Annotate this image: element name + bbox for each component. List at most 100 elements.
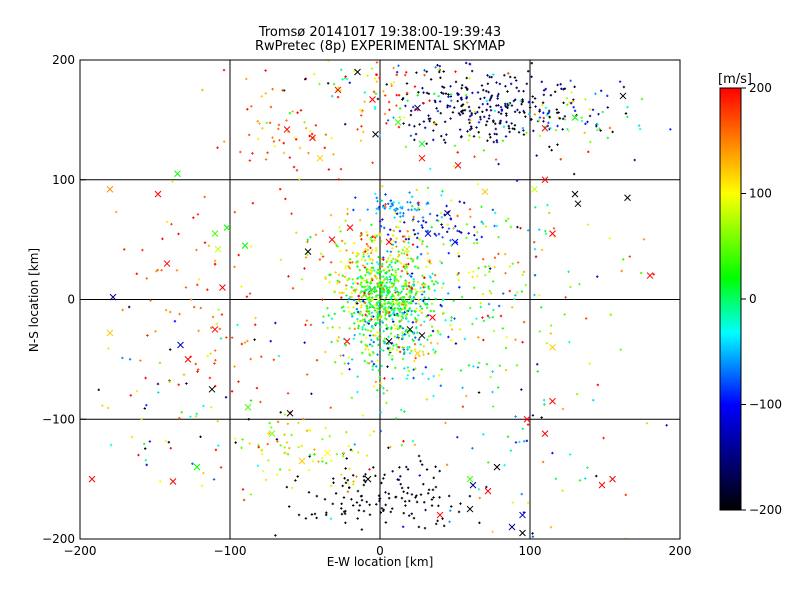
data-point — [417, 338, 421, 341]
data-point — [424, 366, 428, 369]
data-point — [287, 275, 290, 278]
data-point — [442, 282, 445, 285]
data-point — [531, 414, 535, 417]
data-point — [246, 339, 249, 343]
data-point — [382, 279, 385, 283]
data-point — [366, 288, 370, 291]
cross-marker — [169, 478, 177, 485]
data-point — [295, 231, 298, 234]
data-point — [531, 95, 534, 98]
data-point — [533, 293, 536, 297]
data-point — [376, 310, 379, 313]
data-point — [407, 320, 410, 323]
data-point — [473, 155, 476, 158]
data-point — [386, 326, 389, 329]
data-point — [391, 268, 394, 271]
data-point — [461, 112, 465, 115]
data-point — [546, 203, 549, 207]
data-point — [368, 291, 372, 294]
data-point — [356, 254, 359, 257]
cross-marker — [309, 134, 316, 142]
data-point — [291, 287, 295, 290]
data-point — [370, 315, 374, 318]
data-point — [563, 115, 567, 118]
data-point — [376, 307, 380, 310]
data-point — [571, 100, 575, 103]
data-point — [408, 308, 411, 312]
data-point — [401, 312, 405, 316]
data-point — [537, 119, 541, 122]
data-point — [640, 97, 644, 101]
data-point — [547, 111, 551, 114]
data-point — [602, 436, 605, 440]
data-point — [399, 215, 402, 218]
cross-marker — [541, 176, 549, 184]
data-point — [321, 255, 325, 258]
data-point — [144, 376, 147, 380]
data-point — [310, 392, 313, 395]
data-point — [368, 298, 371, 302]
data-point — [431, 329, 435, 333]
data-point — [421, 283, 424, 286]
data-point — [400, 408, 403, 412]
data-point — [390, 327, 393, 330]
x-tick-label: 0 — [376, 544, 384, 558]
data-point — [286, 392, 290, 395]
data-point — [482, 433, 485, 436]
data-point — [233, 210, 237, 214]
data-point — [381, 262, 384, 266]
data-point — [314, 233, 318, 237]
data-point — [379, 332, 382, 335]
data-point — [219, 337, 223, 340]
data-point — [440, 368, 443, 371]
data-point — [328, 281, 331, 284]
data-point — [361, 325, 364, 329]
data-point — [432, 476, 435, 480]
data-point — [374, 295, 378, 299]
data-point — [392, 229, 395, 232]
cross-marker — [354, 68, 361, 76]
data-point — [489, 97, 492, 100]
data-point — [525, 131, 528, 134]
data-point — [558, 117, 562, 120]
data-point — [379, 348, 383, 351]
data-point — [538, 294, 541, 297]
data-point — [381, 184, 384, 188]
data-point — [346, 279, 349, 282]
data-point — [421, 274, 424, 277]
data-point — [313, 453, 316, 456]
data-point — [352, 504, 355, 507]
data-point — [296, 111, 299, 114]
data-point — [237, 253, 240, 257]
data-point — [506, 106, 509, 110]
data-point — [413, 297, 416, 300]
data-point — [428, 274, 432, 278]
cross-marker — [403, 245, 411, 253]
data-point — [332, 153, 335, 156]
data-point — [480, 205, 483, 209]
data-point — [457, 112, 461, 115]
data-point — [418, 123, 421, 126]
data-point — [513, 76, 517, 79]
data-point — [300, 278, 304, 281]
data-point — [375, 207, 379, 210]
data-point — [366, 208, 369, 211]
data-point — [389, 313, 392, 317]
data-point — [361, 328, 364, 331]
data-point — [487, 117, 491, 120]
data-point — [413, 138, 416, 142]
data-point — [428, 167, 432, 171]
data-point — [584, 122, 587, 126]
data-point — [374, 303, 377, 306]
data-point — [428, 260, 431, 263]
data-point — [359, 495, 363, 498]
data-point — [379, 275, 383, 279]
data-point — [405, 71, 408, 74]
data-point — [498, 82, 502, 86]
data-point — [372, 430, 376, 433]
data-point — [384, 284, 387, 288]
data-point — [407, 334, 411, 338]
data-point — [320, 252, 323, 255]
data-point — [344, 219, 347, 223]
data-point — [427, 285, 430, 288]
